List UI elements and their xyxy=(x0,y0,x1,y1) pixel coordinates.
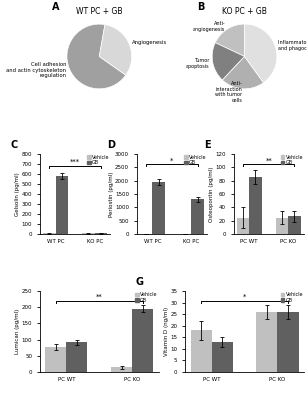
Legend: Vehicle, GB: Vehicle, GB xyxy=(280,154,303,166)
Text: C: C xyxy=(10,140,17,150)
Text: Tumor
apoptosis: Tumor apoptosis xyxy=(186,58,210,68)
Bar xyxy=(249,177,262,234)
Wedge shape xyxy=(245,24,277,83)
Text: B: B xyxy=(198,2,205,12)
Text: Angiogenesis: Angiogenesis xyxy=(132,40,168,45)
Bar xyxy=(191,330,212,372)
Text: Inflammatory response
and phagocytosis: Inflammatory response and phagocytosis xyxy=(278,40,307,51)
Bar xyxy=(212,342,233,372)
Y-axis label: Osteopontin (pg/ml): Osteopontin (pg/ml) xyxy=(209,166,214,222)
Legend: Vehicle, GB: Vehicle, GB xyxy=(87,154,110,166)
Bar xyxy=(256,312,278,372)
Bar xyxy=(152,182,165,234)
Legend: Vehicle, GB: Vehicle, GB xyxy=(280,292,303,303)
Bar xyxy=(111,367,132,372)
Wedge shape xyxy=(99,24,132,75)
Bar xyxy=(278,312,298,372)
Wedge shape xyxy=(215,24,245,56)
Text: **: ** xyxy=(96,294,103,300)
Bar xyxy=(237,218,249,234)
Text: Anti-
angiogenesis: Anti- angiogenesis xyxy=(193,21,225,32)
Text: *: * xyxy=(170,158,173,164)
Wedge shape xyxy=(212,43,245,80)
Legend: Vehicle, GB: Vehicle, GB xyxy=(135,292,158,303)
Wedge shape xyxy=(222,56,263,89)
Y-axis label: Periostin (pg/ml): Periostin (pg/ml) xyxy=(109,171,114,217)
Bar xyxy=(276,218,288,234)
Text: E: E xyxy=(204,140,211,150)
Bar xyxy=(288,216,301,234)
Bar xyxy=(132,308,153,372)
Text: A: A xyxy=(52,2,60,12)
Title: WT PC + GB: WT PC + GB xyxy=(76,7,122,16)
Text: G: G xyxy=(135,278,143,288)
Y-axis label: Lumican (pg/ml): Lumican (pg/ml) xyxy=(15,309,20,354)
Text: **: ** xyxy=(265,158,272,164)
Wedge shape xyxy=(67,24,126,89)
Legend: Vehicle, GB: Vehicle, GB xyxy=(183,154,207,166)
Title: KO PC + GB: KO PC + GB xyxy=(222,7,267,16)
Y-axis label: Vitamin D (ng/ml): Vitamin D (ng/ml) xyxy=(164,307,169,356)
Bar xyxy=(66,342,87,372)
Text: Anti-
interaction
with tumor
cells: Anti- interaction with tumor cells xyxy=(215,81,242,103)
Bar xyxy=(192,199,204,234)
Bar xyxy=(56,176,68,234)
Text: Cell adhesion
and actin cytoskeleton
regulation: Cell adhesion and actin cytoskeleton reg… xyxy=(6,62,66,78)
Text: ***: *** xyxy=(70,159,80,165)
Y-axis label: Gelsolin (pg/ml): Gelsolin (pg/ml) xyxy=(15,172,20,216)
Bar xyxy=(45,347,66,372)
Text: D: D xyxy=(107,140,115,150)
Text: *: * xyxy=(243,294,246,300)
